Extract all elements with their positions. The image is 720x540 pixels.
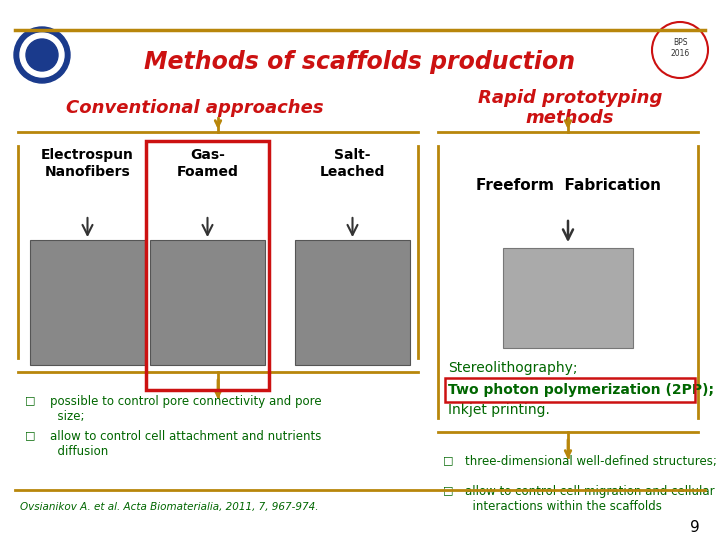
Text: Salt-: Salt-	[334, 148, 371, 162]
Text: Methods of scaffolds production: Methods of scaffolds production	[145, 50, 575, 74]
FancyBboxPatch shape	[30, 240, 145, 365]
Text: possible to control pore connectivity and pore
  size;: possible to control pore connectivity an…	[50, 395, 322, 423]
Text: Rapid prototyping
methods: Rapid prototyping methods	[478, 89, 662, 127]
Text: Inkjet printing.: Inkjet printing.	[448, 403, 550, 417]
FancyBboxPatch shape	[150, 240, 265, 365]
Text: allow to control cell attachment and nutrients
  diffusion: allow to control cell attachment and nut…	[50, 430, 321, 458]
FancyBboxPatch shape	[503, 248, 633, 348]
FancyBboxPatch shape	[295, 240, 410, 365]
Text: □: □	[25, 395, 35, 405]
Text: BPS
2016: BPS 2016	[670, 38, 690, 58]
Text: Gas-: Gas-	[190, 148, 225, 162]
Text: Electrospun: Electrospun	[41, 148, 134, 162]
Text: Foamed: Foamed	[176, 165, 238, 179]
Text: allow to control cell migration and cellular
  interactions within the scaffolds: allow to control cell migration and cell…	[465, 485, 715, 513]
Circle shape	[20, 33, 64, 77]
Circle shape	[14, 27, 70, 83]
Text: three-dimensional well-defined structures;: three-dimensional well-defined structure…	[465, 455, 717, 468]
Text: Leached: Leached	[320, 165, 385, 179]
Text: □: □	[443, 485, 454, 495]
Text: Two photon polymerization (2PP);: Two photon polymerization (2PP);	[448, 383, 714, 397]
Text: Nanofibers: Nanofibers	[45, 165, 130, 179]
Text: 9: 9	[690, 521, 700, 536]
Text: Conventional approaches: Conventional approaches	[66, 99, 324, 117]
Text: Freeform  Fabrication: Freeform Fabrication	[475, 178, 660, 192]
Circle shape	[26, 39, 58, 71]
Text: Ovsianikov A. et al. Acta Biomaterialia, 2011, 7, 967-974.: Ovsianikov A. et al. Acta Biomaterialia,…	[20, 502, 318, 512]
Text: □: □	[25, 430, 35, 440]
Text: Stereolithography;: Stereolithography;	[448, 361, 577, 375]
Text: □: □	[443, 455, 454, 465]
